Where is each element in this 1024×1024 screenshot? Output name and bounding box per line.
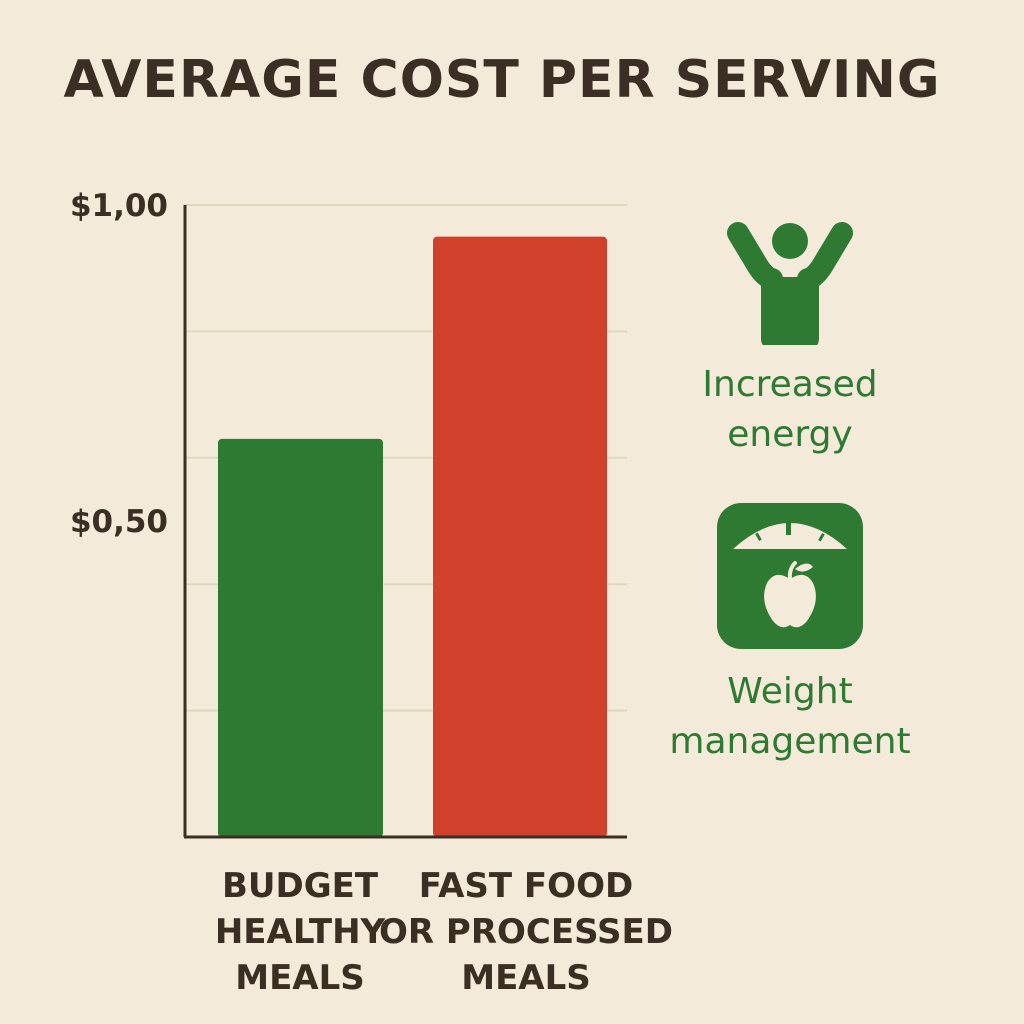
bars	[218, 236, 607, 838]
category-label: FAST FOOD	[419, 866, 633, 906]
benefit-weight-management: Weight management	[640, 667, 940, 767]
category-label: MEALS	[461, 958, 591, 998]
y-tick-label: $0,50	[70, 504, 168, 540]
person-arms-raised-icon	[727, 222, 853, 345]
benefit-increased-energy: Increased energy	[640, 360, 940, 460]
category-label: HEALTHY	[215, 912, 386, 952]
benefit-label-line: Increased	[702, 364, 878, 405]
category-labels: BUDGET HEALTHY MEALS FAST FOOD OR PROCESSED M…	[215, 866, 673, 998]
bar	[218, 438, 383, 837]
bar-chart: $1,00 $0,50 BUDGET HEALTHY MEALS FAST FOOD OR…	[70, 188, 673, 998]
category-label: MEALS	[235, 958, 365, 998]
category-label: OR PROCESSED	[379, 912, 673, 952]
benefit-label-line: Weight	[727, 671, 853, 712]
bar	[433, 236, 607, 838]
axes	[183, 205, 627, 839]
y-tick-label: $1,00	[70, 188, 168, 224]
benefit-label-line: management	[669, 721, 911, 762]
benefit-label-line: energy	[727, 414, 853, 455]
y-tick-labels: $1,00 $0,50	[70, 188, 168, 540]
category-label: BUDGET	[222, 866, 379, 906]
scale-apple-icon	[717, 503, 863, 649]
chart-title: AVERAGE COST PER SERVING	[63, 50, 941, 110]
